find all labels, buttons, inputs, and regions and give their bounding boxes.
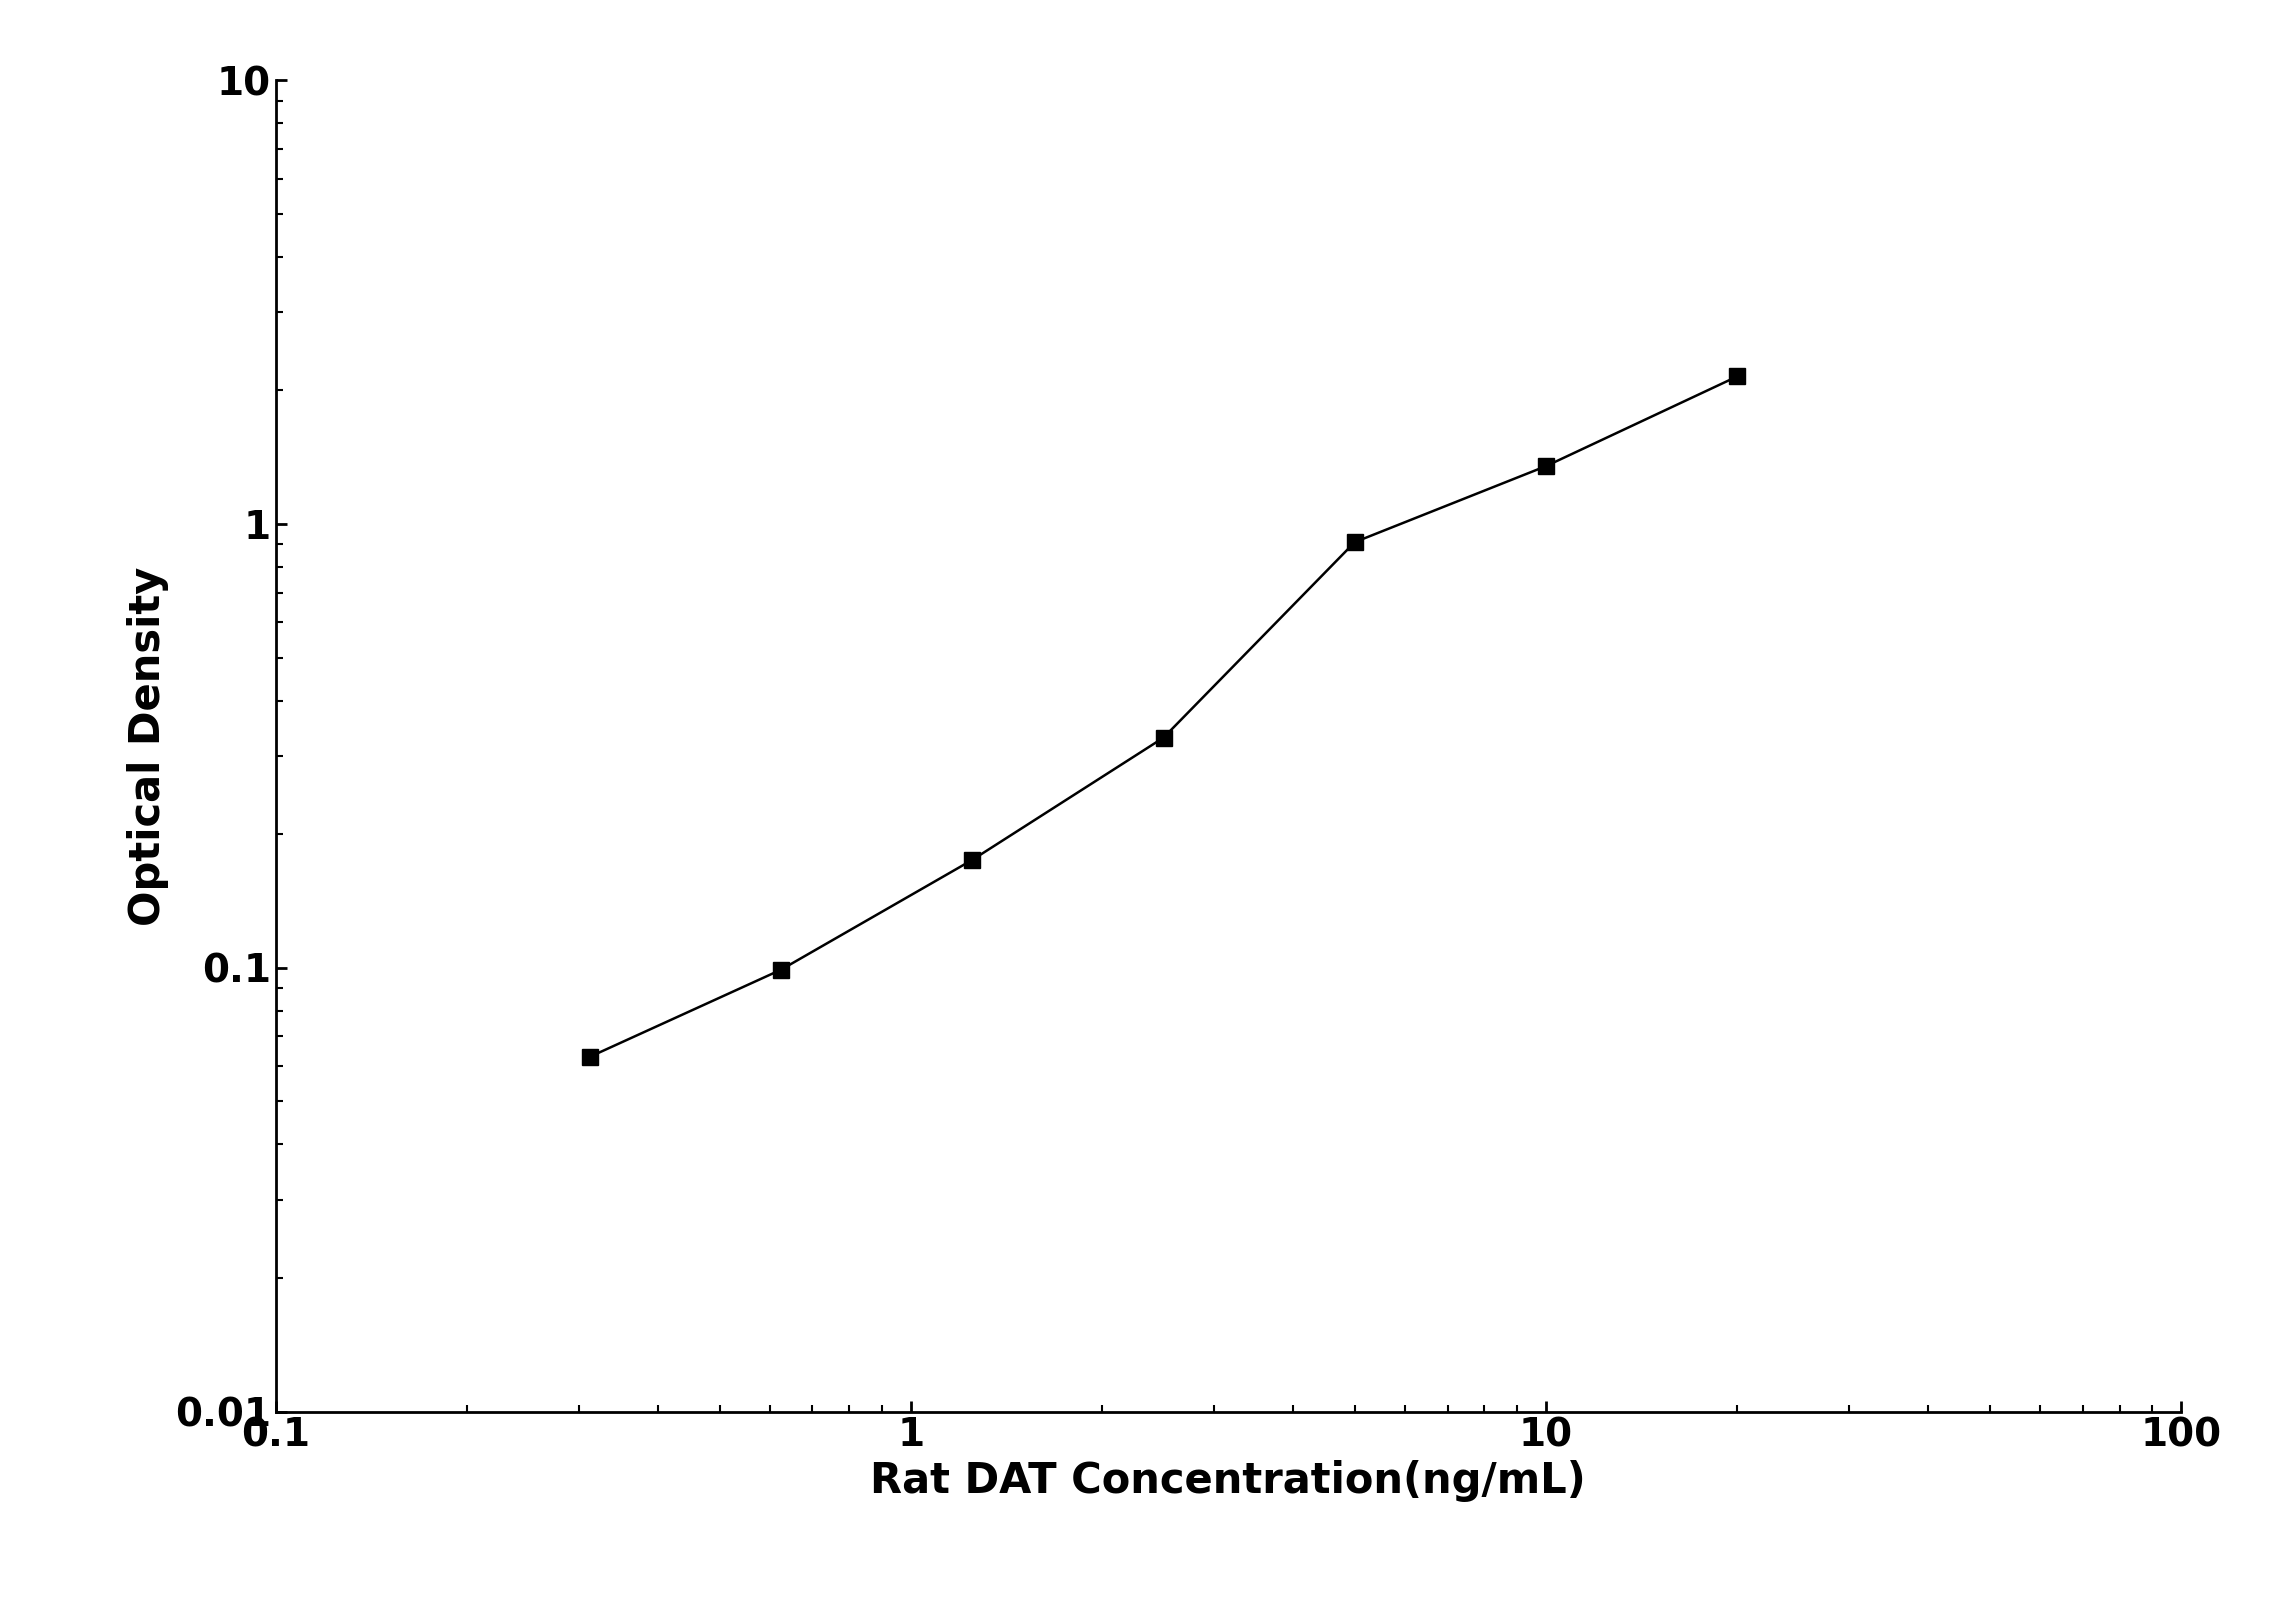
- Y-axis label: Optical Density: Optical Density: [126, 566, 170, 926]
- X-axis label: Rat DAT Concentration(ng/mL): Rat DAT Concentration(ng/mL): [870, 1460, 1587, 1501]
